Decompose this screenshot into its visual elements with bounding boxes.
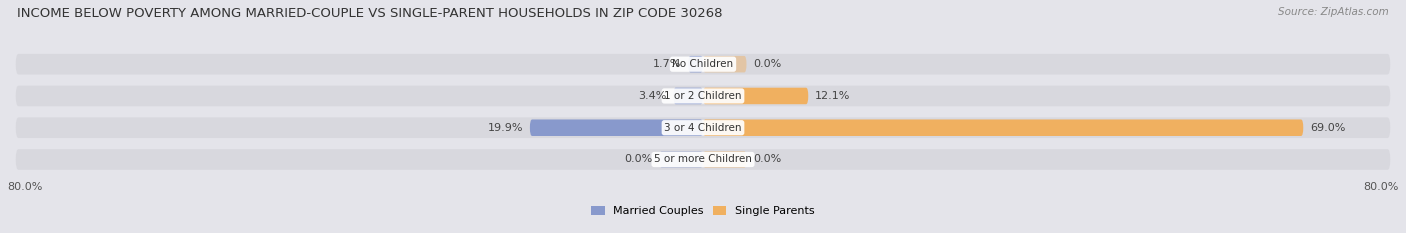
Text: 3 or 4 Children: 3 or 4 Children bbox=[664, 123, 742, 133]
Text: INCOME BELOW POVERTY AMONG MARRIED-COUPLE VS SINGLE-PARENT HOUSEHOLDS IN ZIP COD: INCOME BELOW POVERTY AMONG MARRIED-COUPL… bbox=[17, 7, 723, 20]
FancyBboxPatch shape bbox=[688, 56, 703, 72]
Text: Source: ZipAtlas.com: Source: ZipAtlas.com bbox=[1278, 7, 1389, 17]
Text: 0.0%: 0.0% bbox=[754, 154, 782, 164]
FancyBboxPatch shape bbox=[703, 56, 747, 72]
FancyBboxPatch shape bbox=[673, 88, 703, 104]
Text: 0.0%: 0.0% bbox=[754, 59, 782, 69]
FancyBboxPatch shape bbox=[659, 151, 703, 168]
Text: 80.0%: 80.0% bbox=[1364, 182, 1399, 192]
FancyBboxPatch shape bbox=[15, 149, 1391, 170]
Text: 19.9%: 19.9% bbox=[488, 123, 523, 133]
Legend: Married Couples, Single Parents: Married Couples, Single Parents bbox=[586, 202, 820, 221]
Text: 5 or more Children: 5 or more Children bbox=[654, 154, 752, 164]
FancyBboxPatch shape bbox=[15, 86, 1391, 106]
Text: 12.1%: 12.1% bbox=[815, 91, 851, 101]
FancyBboxPatch shape bbox=[703, 88, 808, 104]
Text: 1 or 2 Children: 1 or 2 Children bbox=[664, 91, 742, 101]
FancyBboxPatch shape bbox=[703, 120, 1303, 136]
Text: 80.0%: 80.0% bbox=[7, 182, 42, 192]
FancyBboxPatch shape bbox=[703, 151, 747, 168]
Text: 1.7%: 1.7% bbox=[652, 59, 682, 69]
Text: 69.0%: 69.0% bbox=[1310, 123, 1346, 133]
FancyBboxPatch shape bbox=[15, 117, 1391, 138]
FancyBboxPatch shape bbox=[530, 120, 703, 136]
Text: No Children: No Children bbox=[672, 59, 734, 69]
Text: 3.4%: 3.4% bbox=[638, 91, 666, 101]
FancyBboxPatch shape bbox=[15, 54, 1391, 75]
Text: 0.0%: 0.0% bbox=[624, 154, 652, 164]
